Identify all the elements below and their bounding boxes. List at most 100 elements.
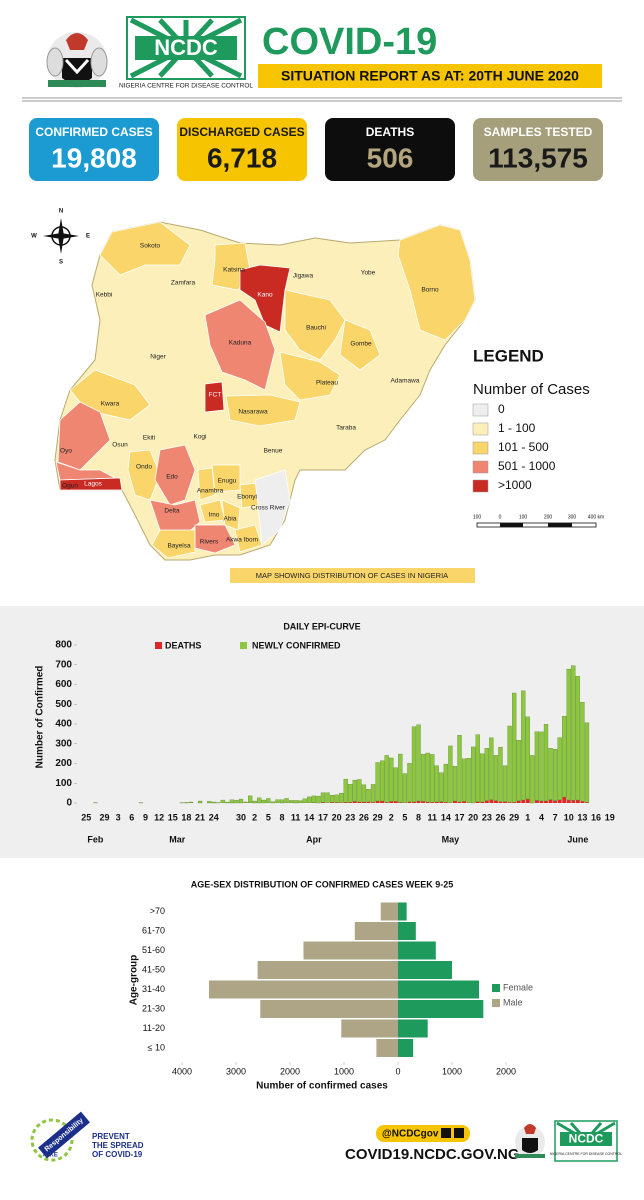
bar-segment: [375, 801, 380, 803]
bar-segment: [407, 801, 412, 803]
bar-segment: [489, 737, 494, 800]
footer-ncdc-logo: NCDC NIGERIA CENTRE FOR DISEASE CONTROL: [550, 1120, 622, 1162]
x-tick-label: 30: [236, 812, 246, 822]
state-region: [234, 524, 263, 553]
stat-value: 6,718: [207, 142, 277, 173]
bar-segment: [493, 800, 498, 803]
chart-title: DAILY EPI-CURVE: [283, 621, 360, 631]
state-label: Edo: [166, 474, 178, 481]
stat-card: [29, 118, 159, 181]
bar: [354, 922, 398, 940]
bar-segment: [525, 799, 530, 803]
bar-segment: [361, 802, 366, 803]
bar-segment: [320, 802, 325, 803]
x-tick-label: 2000: [496, 1066, 516, 1076]
bar-segment: [457, 802, 462, 803]
y-tick-label: 700: [55, 659, 72, 670]
y-tick-label: 800: [55, 640, 72, 651]
state-region: [59, 477, 123, 491]
slogan-line: THE SPREAD: [92, 1141, 144, 1150]
bar-segment: [225, 801, 230, 804]
state-label: Abia: [223, 516, 236, 523]
bar-segment: [553, 800, 558, 803]
bar-segment: [270, 801, 276, 804]
caption-band: [230, 568, 475, 583]
state-region: [254, 469, 291, 546]
legend-label: >1000: [498, 478, 532, 492]
state-label: Kano: [257, 292, 273, 299]
bar-segment: [348, 802, 353, 803]
logo-caption: NIGERIA CENTRE FOR DISEASE CONTROL: [550, 1152, 622, 1156]
bar-segment: [343, 778, 348, 803]
y-tick-label: 400: [55, 719, 72, 730]
state-label: Kogi: [193, 434, 206, 441]
x-tick-label: 8: [279, 812, 284, 822]
x-tick-label: 17: [455, 812, 465, 822]
x-tick-label: 13: [577, 812, 587, 822]
stat-label: CONFIRMED CASES: [35, 125, 152, 139]
x-tick-label: 3: [116, 812, 121, 822]
bar-segment: [507, 802, 512, 803]
bar-segment: [266, 798, 271, 803]
x-tick-label: 2: [389, 812, 394, 822]
state-label: Anambra: [197, 488, 224, 495]
y-tick-label: 61-70: [142, 925, 165, 935]
ncdc-logo: NCDC NIGERIA CENTRE FOR DISEASE CONTROL: [119, 16, 253, 90]
bar: [260, 1000, 398, 1018]
bar-segment: [398, 802, 403, 803]
bar-segment: [248, 795, 253, 803]
stat-value: 113,575: [488, 142, 588, 173]
bar-segment: [393, 801, 398, 803]
bar-segment: [443, 763, 448, 803]
bar-segment: [562, 716, 567, 798]
x-tick-label: 1000: [334, 1066, 354, 1076]
bar-segment: [575, 800, 580, 803]
y-tick-label: 300: [55, 738, 72, 749]
y-tick-label: 31-40: [142, 984, 165, 994]
bar-segment: [512, 802, 517, 803]
bar-segment: [548, 799, 553, 803]
bar-segment: [525, 716, 530, 800]
bar-segment: [439, 801, 444, 803]
bar-segment: [243, 801, 248, 803]
x-tick-label: 2: [252, 812, 257, 822]
bar-segment: [557, 799, 562, 803]
bar-segment: [502, 765, 508, 802]
x-axis-label: Number of confirmed cases: [256, 1081, 388, 1092]
x-tick-label: 29: [99, 812, 109, 822]
bar-segment: [475, 734, 480, 802]
bar-segment: [389, 801, 394, 803]
x-tick-label: 18: [181, 812, 191, 822]
x-tick-label: 17: [318, 812, 328, 822]
bar-segment: [539, 731, 544, 802]
bar-segment: [330, 802, 335, 803]
state-label: Enugu: [218, 478, 237, 485]
bar-segment: [307, 796, 312, 803]
x-tick-label: 15: [168, 812, 178, 822]
legend-label: 101 - 500: [498, 440, 549, 454]
bar-segment: [366, 801, 371, 803]
bar-segment: [420, 754, 426, 802]
bar-segment: [257, 797, 262, 804]
bar-segment: [443, 802, 448, 803]
bar-segment: [384, 755, 389, 803]
bar-segment: [357, 802, 362, 803]
bar-segment: [521, 690, 526, 801]
y-tick-label: 100: [55, 778, 72, 789]
y-tick-label: 11-20: [143, 1023, 165, 1033]
state-region: [279, 351, 341, 401]
state-region: [339, 319, 381, 371]
x-tick-label: 11: [291, 812, 301, 822]
state-region: [204, 299, 276, 391]
bar-segment: [311, 795, 316, 803]
bar: [398, 961, 452, 979]
state-label: Bauchi: [306, 325, 326, 332]
bar-segment: [539, 801, 544, 803]
state-label: Imo: [209, 512, 220, 519]
social-handle: @NCDCgov: [382, 1129, 439, 1140]
compass-letter: N: [59, 209, 63, 215]
state-label: Niger: [150, 354, 166, 361]
stat-card: [177, 118, 307, 181]
bar-segment: [566, 668, 571, 801]
